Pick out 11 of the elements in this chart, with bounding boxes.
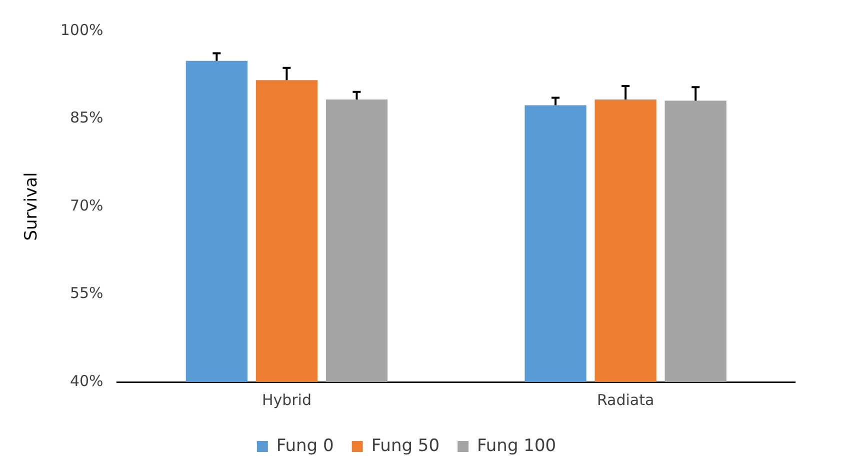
x-tick-label: Hybrid (262, 390, 312, 409)
y-tick-label: 100% (60, 20, 104, 39)
legend-label: Fung 50 (371, 436, 440, 456)
y-tick-label: 70% (70, 196, 104, 214)
legend-label: Fung 0 (276, 436, 334, 456)
x-tick-label: Radiata (596, 390, 654, 409)
y-tick-label: 55% (70, 284, 104, 302)
y-tick-label: 40% (70, 372, 104, 390)
y-tick-label: 85% (70, 108, 104, 127)
y-axis-title: Survival (22, 172, 42, 241)
legend-label: Fung 100 (477, 436, 556, 456)
